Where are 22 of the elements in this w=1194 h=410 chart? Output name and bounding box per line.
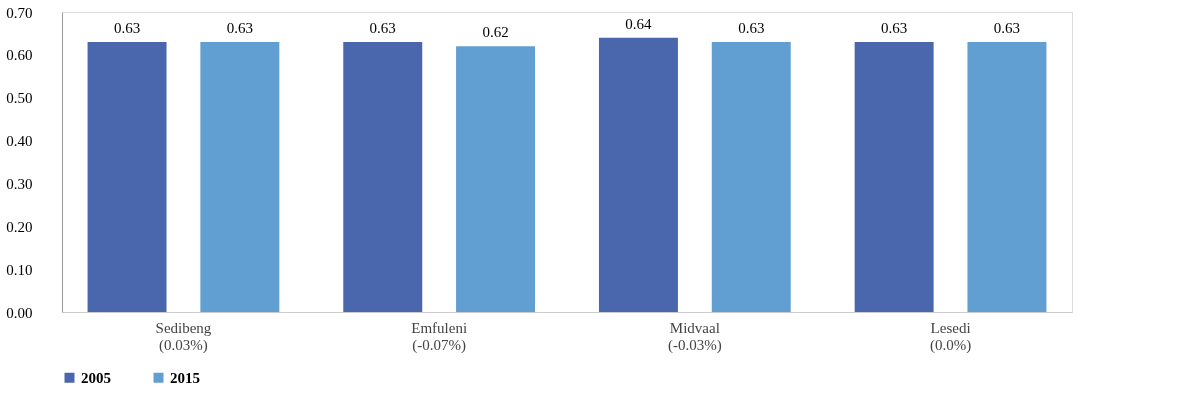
y-tick-label: 0.70	[6, 4, 33, 21]
y-tick-label: 0.20	[6, 218, 33, 235]
legend-label: 2015	[170, 369, 200, 386]
data-label: 0.63	[369, 20, 396, 36]
x-tick-label: Sedibeng (0.03%)	[155, 319, 212, 354]
data-label: 0.63	[993, 20, 1021, 36]
x-tick-label: Emfuleni (-0.07%)	[411, 319, 468, 354]
y-tick-label: 0.10	[6, 261, 33, 278]
data-label: 0.63	[113, 20, 141, 36]
x-tick-label: Midvaal (-0.03%)	[667, 319, 722, 354]
y-tick-label: 0.50	[6, 90, 33, 107]
x-tick-label: Lesedi (0.0%)	[929, 319, 972, 354]
y-tick-label: 0.40	[6, 133, 33, 150]
legend-label: 2005	[81, 369, 111, 386]
data-label: 0.64	[625, 15, 653, 32]
data-label: 0.62	[482, 24, 509, 41]
y-tick-label: 0.00	[6, 304, 33, 321]
data-label: 0.63	[881, 20, 908, 36]
data-label: 0.63	[738, 20, 765, 36]
data-label: 0.63	[226, 20, 253, 36]
y-tick-label: 0.30	[6, 175, 33, 192]
y-tick-label: 0.60	[6, 47, 33, 64]
